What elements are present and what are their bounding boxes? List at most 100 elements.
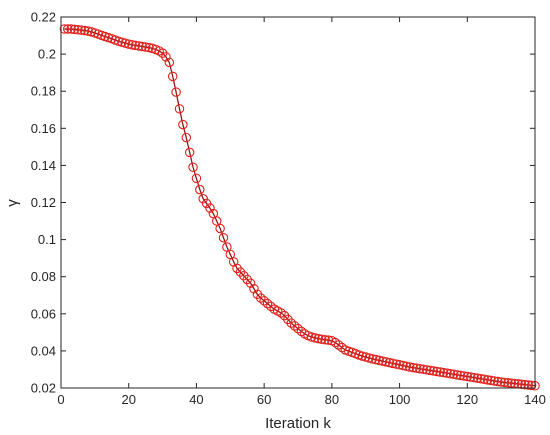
data-point: [388, 358, 398, 369]
x-tick-label: 60: [257, 392, 271, 407]
data-point: [245, 278, 256, 288]
x-axis-label: Iteration k: [265, 415, 331, 432]
data-point: [391, 359, 401, 369]
data-point: [374, 355, 385, 366]
data-point: [178, 119, 188, 130]
data-point: [452, 370, 462, 380]
y-tick-label: 0.04: [31, 343, 56, 358]
data-point: [493, 376, 503, 387]
data-point: [259, 296, 269, 306]
data-point: [469, 372, 479, 383]
data-point: [63, 24, 73, 34]
data-point: [127, 40, 137, 50]
y-axis-label: γ: [4, 199, 21, 207]
data-point: [195, 184, 205, 195]
data-point: [479, 374, 489, 385]
data-point: [249, 284, 259, 294]
data-point: [333, 340, 344, 350]
x-tick-label: 0: [57, 392, 64, 407]
data-point: [486, 375, 496, 386]
data-point: [323, 335, 334, 345]
data-point: [377, 356, 388, 366]
data-point: [73, 25, 83, 35]
data-point: [445, 368, 456, 379]
data-point: [435, 367, 445, 377]
data-point: [218, 233, 229, 243]
data-point: [496, 377, 506, 387]
data-point: [421, 365, 432, 375]
data-point: [398, 360, 408, 371]
data-point: [367, 354, 378, 364]
data-point: [408, 362, 418, 373]
data-point: [69, 24, 80, 35]
data-point: [144, 42, 154, 53]
data-point: [137, 41, 148, 52]
data-point: [134, 41, 144, 51]
y-tick-label: 0.08: [31, 269, 56, 284]
data-point: [164, 57, 175, 68]
data-point: [174, 104, 185, 114]
series-layer: [59, 24, 540, 391]
x-axis-ticks: 0 20 40 60 80 100 120 140: [57, 17, 546, 407]
data-point: [526, 380, 537, 391]
data-point: [432, 366, 442, 377]
data-point: [286, 318, 296, 328]
data-point: [506, 378, 517, 388]
data-point: [503, 378, 513, 388]
data-point: [188, 162, 198, 173]
data-point: [425, 365, 435, 376]
x-tick-label: 20: [121, 392, 135, 407]
data-point: [384, 357, 395, 368]
y-tick-label: 0.1: [38, 232, 56, 247]
y-tick-label: 0.22: [31, 10, 56, 25]
data-point: [130, 40, 141, 51]
data-point: [411, 363, 422, 373]
data-point: [262, 298, 273, 309]
data-point: [442, 368, 452, 378]
x-tick-label: 120: [456, 392, 478, 407]
y-tick-label: 0.06: [31, 306, 56, 321]
data-point: [256, 293, 266, 303]
data-point: [83, 26, 93, 36]
data-point: [266, 301, 276, 312]
data-point: [79, 25, 90, 36]
data-point: [462, 371, 473, 382]
data-point: [465, 372, 476, 382]
data-point: [418, 364, 429, 375]
data-point: [371, 354, 381, 365]
data-point: [448, 369, 459, 380]
data-point: [316, 334, 327, 344]
y-tick-label: 0.12: [31, 195, 56, 210]
data-point: [401, 361, 412, 372]
x-tick-label: 40: [189, 392, 203, 407]
x-tick-label: 140: [524, 392, 546, 407]
data-point: [472, 373, 483, 383]
y-tick-label: 0.02: [31, 381, 56, 396]
data-point: [276, 308, 286, 318]
data-point: [140, 42, 151, 52]
data-point: [438, 367, 449, 378]
data-point: [184, 147, 195, 158]
data-point: [499, 377, 510, 388]
data-point: [215, 223, 225, 234]
data-point: [523, 380, 533, 390]
data-point: [289, 321, 300, 331]
data-point: [293, 323, 303, 334]
data-point: [181, 132, 192, 143]
data-point: [459, 371, 469, 381]
plot-area: [61, 17, 535, 388]
data-point: [59, 24, 70, 34]
data-point: [455, 370, 466, 381]
data-point: [520, 379, 530, 390]
y-tick-label: 0.16: [31, 121, 56, 136]
data-point: [489, 376, 500, 386]
data-point: [123, 39, 134, 49]
y-tick-label: 0.14: [31, 158, 56, 173]
data-point: [415, 363, 425, 374]
data-point: [320, 335, 330, 345]
data-point: [310, 333, 320, 343]
data-point: [381, 357, 391, 367]
x-tick-label: 80: [325, 392, 339, 407]
data-point: [313, 333, 324, 344]
data-point: [66, 24, 76, 34]
